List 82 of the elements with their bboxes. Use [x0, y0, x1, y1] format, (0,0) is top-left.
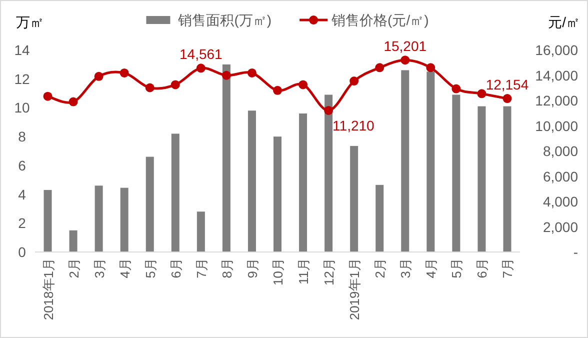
bar: [94, 186, 103, 252]
y-tick-label: 10: [14, 100, 30, 116]
x-tick-label: 4月: [117, 258, 132, 278]
y-tick-label: 2: [18, 215, 26, 232]
bar: [196, 212, 205, 252]
point: [452, 84, 461, 94]
point: [120, 68, 129, 78]
y2-tick-label: 8,000: [542, 143, 578, 159]
y-tick-label: 4: [18, 186, 26, 202]
x-tick-label: 3月: [398, 258, 414, 278]
point: [247, 68, 256, 78]
bar: [503, 106, 512, 252]
x-tick-label: 3月: [92, 258, 107, 278]
y2-tick-label: 4,000: [542, 194, 578, 210]
y2-tick-label: 6,000: [542, 168, 578, 184]
bar: [401, 70, 410, 252]
x-tick-label: 2018年1月: [40, 258, 56, 320]
x-tick-label: 5月: [142, 258, 158, 278]
point: [375, 63, 384, 72]
legend-label: 销售面积(万㎡): [177, 12, 272, 28]
point: [145, 83, 154, 92]
point: [324, 106, 334, 115]
y2-tick-label: 2,000: [542, 218, 578, 235]
point: [273, 86, 282, 95]
legend-label: 销售价格(元/㎡): [330, 12, 429, 28]
bar: [146, 156, 154, 252]
y2-tick-label: -: [573, 244, 578, 260]
y-tick-label: 12: [14, 70, 30, 87]
point: [350, 76, 359, 86]
bar: [426, 72, 435, 252]
y2-tick-label: 12,000: [535, 92, 578, 108]
bar: [324, 94, 333, 252]
y-tick-label: 0: [18, 244, 26, 260]
x-tick-label: 2月: [66, 258, 82, 278]
point: [477, 89, 486, 98]
y2-tick-label: 16,000: [535, 42, 578, 58]
x-tick-label: 6月: [168, 258, 184, 278]
bar: [248, 110, 256, 252]
x-tick-label: 11月: [296, 258, 312, 284]
point: [170, 80, 180, 90]
bar: [120, 188, 128, 252]
bar: [299, 113, 308, 252]
y2-axis-title: 元/㎡: [548, 14, 580, 30]
data-label: 15,201: [384, 38, 427, 54]
x-tick-label: 9月: [244, 258, 260, 278]
x-tick-label: 2月: [372, 258, 388, 278]
data-label: 14,561: [180, 46, 223, 62]
x-tick-label: 2019年1月: [347, 258, 362, 320]
point: [68, 97, 78, 106]
y2-tick-label: 14,000: [535, 67, 578, 84]
point: [222, 70, 231, 80]
point: [298, 80, 308, 90]
x-tick-label: 7月: [194, 258, 209, 278]
point: [426, 63, 436, 72]
y-tick-label: 6: [18, 157, 26, 174]
bar: [478, 106, 486, 252]
y-axis-title: 万㎡: [16, 14, 44, 30]
data-label: 12,154: [486, 76, 529, 93]
point: [43, 92, 52, 101]
point: [400, 56, 410, 65]
x-tick-label: 8月: [219, 258, 234, 278]
y2-tick-label: 10,000: [535, 118, 578, 134]
x-tick-label: 10月: [270, 258, 286, 286]
x-tick-label: 5月: [449, 258, 464, 278]
x-tick-label: 6月: [474, 258, 490, 278]
bar: [69, 230, 78, 252]
y-tick-label: 14: [14, 42, 30, 58]
x-tick-label: 7月: [500, 258, 516, 278]
data-label: 11,210: [332, 117, 375, 134]
point: [94, 72, 104, 81]
bar: [44, 190, 52, 252]
bar: [222, 64, 230, 252]
x-tick-label: 4月: [424, 258, 439, 278]
bar: [274, 136, 282, 252]
x-tick-label: 12月: [322, 258, 337, 286]
bar: [376, 184, 384, 252]
bar: [350, 146, 358, 252]
point: [196, 64, 206, 73]
point: [502, 94, 512, 104]
bar: [171, 134, 180, 252]
bar: [452, 94, 460, 252]
y-tick-label: 8: [18, 128, 26, 145]
